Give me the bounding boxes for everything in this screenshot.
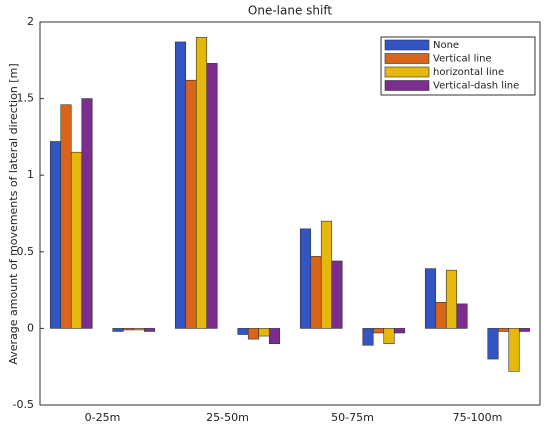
bar [435, 302, 447, 329]
bar [393, 328, 406, 334]
x-tick-label: 75-100m [453, 411, 503, 424]
bar [320, 220, 333, 329]
bar [81, 98, 93, 329]
bar [362, 328, 374, 346]
bar [331, 260, 343, 329]
x-tick-label: 50-75m [331, 411, 374, 424]
legend-swatch [384, 53, 430, 64]
y-tick-label: -0.5 [13, 398, 34, 411]
bar [383, 328, 395, 345]
bar [122, 328, 135, 331]
x-tick-label: 25-50m [206, 411, 249, 424]
bar [445, 269, 458, 329]
legend-label: horizontal line [433, 67, 504, 78]
x-tick-label: 0-25m [85, 411, 121, 424]
legend-label: Vertical-dash line [433, 81, 519, 92]
bar [268, 328, 281, 345]
bar [70, 151, 83, 329]
legend-swatch [384, 66, 430, 78]
bar [456, 303, 468, 329]
y-tick-label: 1 [27, 168, 34, 181]
bar [49, 141, 62, 329]
bar [60, 104, 72, 329]
legend-swatch [384, 39, 430, 51]
bar [310, 256, 322, 329]
y-tick-label: 2 [27, 15, 34, 28]
bar [258, 328, 270, 337]
legend-label: None [433, 40, 459, 51]
y-tick-label: 0 [27, 321, 34, 334]
bar [112, 328, 124, 332]
bar [299, 228, 312, 329]
bar [424, 268, 437, 329]
y-tick-label: 1.5 [17, 92, 35, 105]
bar [174, 41, 187, 329]
bar [206, 63, 218, 329]
bar [518, 328, 531, 332]
bar [143, 328, 156, 332]
bar [247, 328, 260, 340]
bar [185, 79, 197, 329]
legend-swatch [384, 80, 430, 91]
bar [508, 328, 520, 372]
y-tick-label: 0.5 [17, 245, 35, 258]
y-axis-label: Average amount of movements of lateral d… [7, 63, 20, 364]
bar [372, 328, 385, 334]
bar [497, 328, 510, 332]
bar [487, 328, 499, 360]
bar [237, 328, 249, 335]
bar [195, 37, 208, 329]
bar [133, 328, 145, 331]
chart-title: One-lane shift [248, 4, 332, 18]
legend-label: Vertical line [433, 54, 492, 65]
